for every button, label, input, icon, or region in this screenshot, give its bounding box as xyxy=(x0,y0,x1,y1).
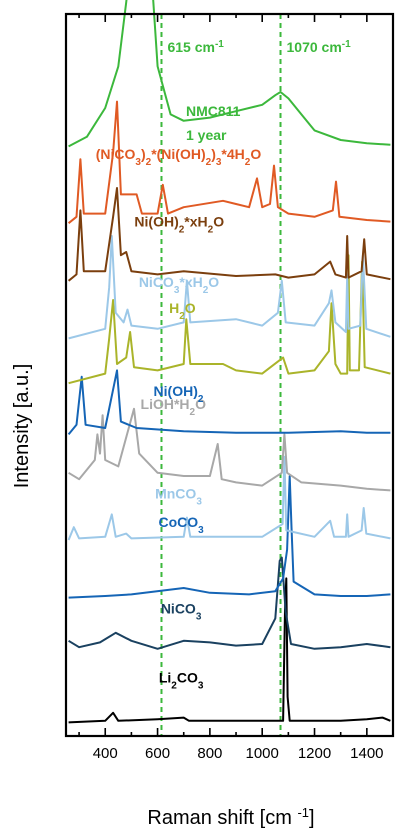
reference-lines: 615 cm-1 1070 cm-1 xyxy=(160,14,352,736)
sample-annotation: NMC811 1 year xyxy=(186,103,241,143)
series-label: MnCO3 xyxy=(155,485,202,507)
series-line xyxy=(68,556,391,650)
series-group xyxy=(67,0,391,724)
series-line xyxy=(68,577,391,724)
series-label: Ni(OH)2 xyxy=(154,383,204,405)
series-label: Ni(OH)2*xH2O xyxy=(134,213,224,235)
x-tick-label: 1200 xyxy=(298,745,331,762)
series-line xyxy=(68,475,391,599)
series-label: H2O xyxy=(169,300,196,322)
series-line xyxy=(68,254,391,385)
x-tick-label: 1400 xyxy=(350,745,383,762)
x-ticks: 400 600 800 1000 1200 1400 xyxy=(78,14,394,762)
x-tick-label: 600 xyxy=(145,745,170,762)
series-line xyxy=(67,369,391,436)
series-line xyxy=(67,187,391,282)
reference-line-label: 615 cm-1 xyxy=(167,39,224,56)
x-tick-label: 400 xyxy=(93,745,118,762)
reference-line-label: 1070 cm-1 xyxy=(287,39,352,56)
series-label: Li2CO3 xyxy=(159,669,204,691)
axes xyxy=(64,12,395,738)
series-label: (NiCO3)2*(Ni(OH)2)3*4H2O xyxy=(96,146,262,168)
x-tick-label: 1000 xyxy=(246,745,279,762)
series-line xyxy=(67,455,391,541)
plot-frame xyxy=(64,12,395,738)
series-line xyxy=(68,0,391,148)
x-tick-label: 800 xyxy=(197,745,222,762)
series-line xyxy=(68,407,391,492)
series-line xyxy=(68,235,391,340)
series-label: LiOH*H2O xyxy=(141,396,207,418)
series-label: CoCO3 xyxy=(158,514,204,536)
x-axis-title: Raman shift [cm -1] xyxy=(147,805,314,830)
series-label: NiCO3*xH2O xyxy=(139,274,219,296)
y-axis-title: Intensity [a.u.] xyxy=(11,364,33,489)
series-label: NiCO3 xyxy=(161,601,202,623)
series-line xyxy=(67,100,391,224)
